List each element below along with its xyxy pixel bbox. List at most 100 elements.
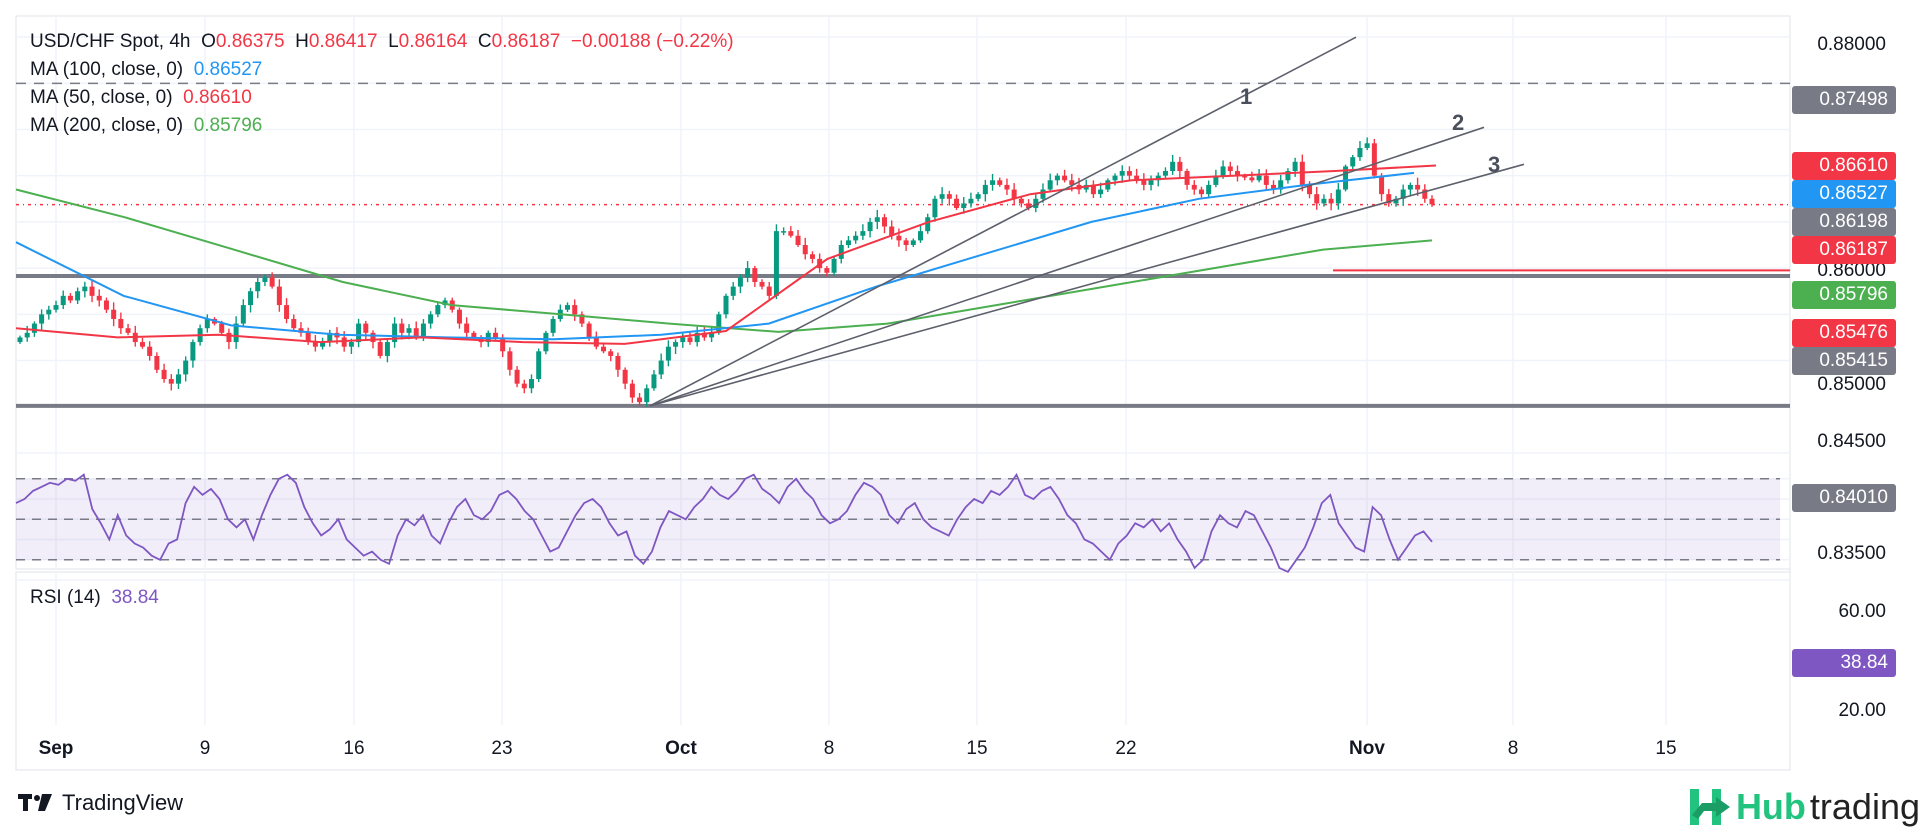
candle-body <box>82 286 88 292</box>
candle-body <box>456 309 462 324</box>
candle-body <box>1328 198 1334 204</box>
candle-body <box>1126 171 1132 176</box>
low-label: L <box>388 31 399 52</box>
x-tick-16: 16 <box>343 738 365 759</box>
candle-body <box>874 217 880 222</box>
candle-body <box>1004 184 1010 190</box>
price-tick-0: 0.88000 <box>1817 34 1886 55</box>
x-tick-oct: Oct <box>665 738 697 759</box>
candle-body <box>1119 171 1125 176</box>
candle-body <box>1292 161 1298 172</box>
price-tag-84010: 0.84010 <box>1792 484 1896 512</box>
candle-body <box>1198 189 1204 195</box>
candle-body <box>154 355 160 370</box>
x-tick-oct-8: 8 <box>823 738 835 759</box>
candle-body <box>413 328 419 338</box>
candle-body <box>629 383 635 398</box>
candle-body <box>1285 171 1291 181</box>
candle-body <box>1047 180 1053 190</box>
ma200-legend[interactable]: MA (200, close, 0) 0.85796 <box>30 112 262 140</box>
candle-body <box>730 286 736 296</box>
candle-body <box>125 328 131 333</box>
candle-body <box>809 254 815 259</box>
price-tag-level-87498: 0.87498 <box>1792 86 1896 114</box>
candle-body <box>255 281 261 292</box>
price-tag-86198: 0.86198 <box>1792 208 1896 236</box>
candle-body <box>312 342 318 347</box>
candle-body <box>968 198 974 204</box>
candle-body <box>997 180 1003 185</box>
hubtrading-logo: Hub trading <box>1688 786 1920 828</box>
candle-body <box>226 332 232 343</box>
symbol-legend: USD/CHF Spot, 4h O0.86375 H0.86417 L0.86… <box>30 28 734 56</box>
candle-body <box>536 351 542 380</box>
tradingview-logo[interactable]: TradingView <box>18 790 183 816</box>
candle-body <box>276 286 282 306</box>
high-label: H <box>295 31 309 52</box>
candle-body <box>428 314 434 324</box>
rsi-value: 38.84 <box>111 587 159 608</box>
candle-body <box>687 337 693 343</box>
candle-body <box>139 342 145 347</box>
candle-body <box>1357 147 1363 158</box>
ma100-legend[interactable]: MA (100, close, 0) 0.86527 <box>30 56 262 84</box>
candle-body <box>723 295 729 315</box>
candle-body <box>1242 175 1248 178</box>
candle-body <box>622 369 628 384</box>
price-tag-ma50: 0.86610 <box>1792 152 1896 180</box>
candle-body <box>860 231 866 236</box>
candle-body <box>565 305 571 310</box>
candle-body <box>615 355 621 370</box>
candle-body <box>903 240 909 245</box>
candle-body <box>665 346 671 361</box>
x-tick-9: 9 <box>199 738 211 759</box>
candle-body <box>204 318 210 329</box>
candle-body <box>384 342 390 356</box>
candle-body <box>17 337 23 343</box>
candle-body <box>781 231 787 233</box>
candle-body <box>168 379 174 384</box>
ma50-legend[interactable]: MA (50, close, 0) 0.86610 <box>30 84 252 112</box>
candle-body <box>1069 180 1075 185</box>
change-value: −0.00188 (−0.22%) <box>570 31 734 52</box>
candle-body <box>1393 198 1399 204</box>
candle-body <box>1379 175 1385 195</box>
candle-body <box>406 328 412 333</box>
candle-body <box>528 379 534 389</box>
x-tick-nov-8: 8 <box>1507 738 1519 759</box>
candle-body <box>1364 143 1370 148</box>
ma50-value: 0.86610 <box>183 87 252 108</box>
candle-body <box>593 337 599 347</box>
candle-body <box>327 332 333 343</box>
candle-body <box>1263 175 1269 185</box>
fan-line-1 <box>649 36 1357 407</box>
candle-body <box>291 318 297 329</box>
candle-body <box>1134 175 1140 181</box>
candle-body <box>1249 177 1255 181</box>
rsi-tick-20: 20.00 <box>1838 700 1886 721</box>
x-tick-23: 23 <box>491 738 513 759</box>
candle-body <box>507 351 513 370</box>
price-tag-ma200: 0.85796 <box>1792 281 1896 309</box>
candle-body <box>694 332 700 343</box>
candle-body <box>46 309 52 315</box>
candle-body <box>867 221 873 232</box>
candle-body <box>990 180 996 185</box>
candle-body <box>1335 189 1341 204</box>
candle-body <box>262 277 268 282</box>
x-tick-sep: Sep <box>38 738 74 759</box>
rsi-legend[interactable]: RSI (14) 38.84 <box>30 584 159 612</box>
hubtrading-trading-text: trading <box>1809 786 1920 827</box>
candle-body <box>932 198 938 218</box>
price-tick-4: 0.83500 <box>1817 543 1886 564</box>
open-value: 0.86375 <box>215 31 285 52</box>
candle-body <box>464 323 470 333</box>
candle-body <box>233 323 239 343</box>
candle-body <box>348 342 354 347</box>
candle-body <box>1026 203 1032 209</box>
candle-body <box>1062 175 1068 181</box>
candle-body <box>1271 184 1277 190</box>
x-tick-oct-22: 22 <box>1115 738 1137 759</box>
candle-body <box>1206 184 1212 195</box>
